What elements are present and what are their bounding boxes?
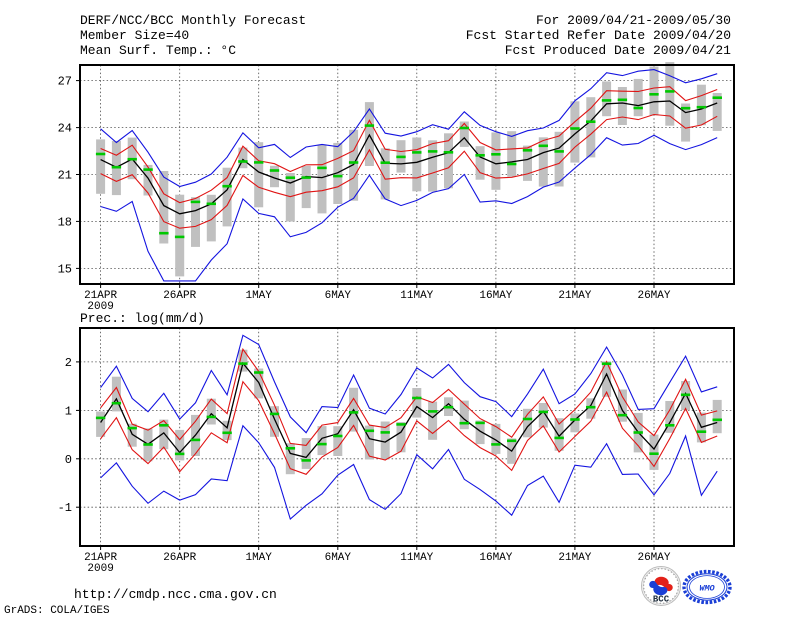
svg-text:1MAY: 1MAY — [245, 290, 272, 302]
svg-text:For 2009/04/21-2009/05/30: For 2009/04/21-2009/05/30 — [536, 13, 731, 28]
svg-text:21MAY: 21MAY — [558, 552, 591, 564]
svg-text:WMO: WMO — [699, 584, 715, 594]
svg-text:0: 0 — [65, 453, 72, 467]
svg-text:21MAY: 21MAY — [558, 290, 591, 302]
svg-text:Member Size=40: Member Size=40 — [80, 28, 189, 43]
svg-text:15: 15 — [58, 262, 72, 276]
svg-text:26APR: 26APR — [163, 552, 196, 564]
svg-text:Fcst Produced Date 2009/04/21: Fcst Produced Date 2009/04/21 — [505, 43, 731, 58]
svg-text:1: 1 — [65, 404, 72, 418]
svg-text:GrADS: COLA/IGES: GrADS: COLA/IGES — [4, 605, 110, 617]
svg-text:http://cmdp.ncc.cma.gov.cn: http://cmdp.ncc.cma.gov.cn — [74, 587, 277, 602]
svg-text:18: 18 — [58, 215, 72, 229]
svg-text:Mean Surf. Temp.: °C: Mean Surf. Temp.: °C — [80, 43, 236, 58]
svg-text:BCC: BCC — [653, 595, 670, 605]
svg-text:26APR: 26APR — [163, 290, 196, 302]
svg-text:2009: 2009 — [87, 563, 113, 575]
svg-text:DERF/NCC/BCC Monthly Forecast: DERF/NCC/BCC Monthly Forecast — [80, 13, 306, 28]
svg-text:6MAY: 6MAY — [325, 290, 352, 302]
svg-text:1MAY: 1MAY — [245, 552, 272, 564]
svg-text:Fcst Started Refer Date 2009/0: Fcst Started Refer Date 2009/04/20 — [466, 28, 731, 43]
svg-text:16MAY: 16MAY — [479, 290, 512, 302]
svg-text:-1: -1 — [58, 501, 72, 515]
svg-text:11MAY: 11MAY — [400, 552, 433, 564]
svg-text:26MAY: 26MAY — [637, 552, 670, 564]
svg-text:26MAY: 26MAY — [637, 290, 670, 302]
svg-text:11MAY: 11MAY — [400, 290, 433, 302]
svg-text:21: 21 — [58, 169, 72, 183]
svg-text:24: 24 — [58, 122, 72, 136]
svg-text:16MAY: 16MAY — [479, 552, 512, 564]
svg-text:2: 2 — [65, 356, 72, 370]
svg-text:6MAY: 6MAY — [325, 552, 352, 564]
svg-text:27: 27 — [58, 75, 72, 89]
svg-text:2009: 2009 — [87, 301, 113, 313]
svg-text:Prec.: log(mm/d): Prec.: log(mm/d) — [80, 311, 205, 326]
